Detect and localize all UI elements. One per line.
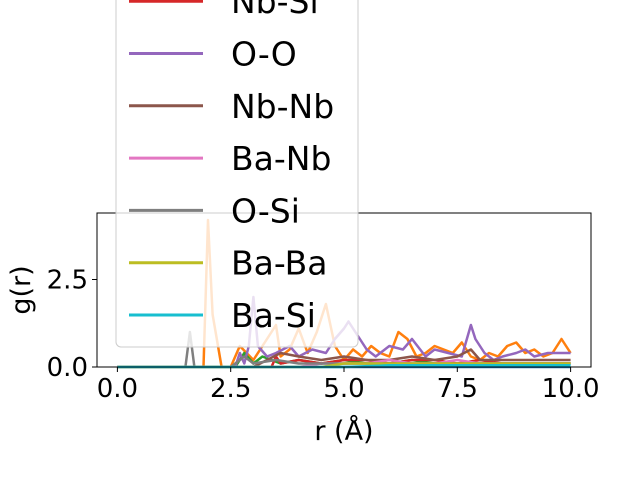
series-line-ba-ba	[117, 362, 571, 369]
legend: Nb-Si O-O Nb-Nb Ba-Nb O-Si Ba-Ba Ba-Si	[115, 0, 359, 348]
legend-label-nb-nb: Nb-Nb	[231, 87, 334, 126]
ticks-layer: 0.0 2.5 5.0 7.5 10.0 0.0 2.5	[47, 266, 600, 405]
y-tick-label: 0.0	[47, 353, 88, 383]
legend-label-ba-si: Ba-Si	[231, 296, 316, 335]
legend-label-ba-nb: Ba-Nb	[231, 139, 331, 178]
legend-label-nb-si: Nb-Si	[231, 0, 319, 21]
y-axis-label: g(r)	[6, 265, 37, 314]
series-line-nb-nb	[117, 348, 571, 369]
x-tick-label: 5.0	[323, 374, 364, 404]
series-layer	[117, 218, 572, 369]
legend-label-ba-ba: Ba-Ba	[231, 244, 327, 283]
x-tick-label: 2.5	[210, 374, 251, 404]
legend-label-o-o: O-O	[231, 35, 297, 74]
y-tick-label: 2.5	[47, 266, 88, 296]
legend-label-o-si: O-Si	[231, 191, 300, 230]
x-tick-label: 10.0	[542, 374, 600, 404]
legend-entries: Nb-Si O-O Nb-Nb Ba-Nb O-Si Ba-Ba Ba-Si	[129, 0, 334, 335]
x-tick-label: 7.5	[437, 374, 478, 404]
x-tick-label: 0.0	[97, 374, 138, 404]
x-axis-label: r (Å)	[314, 415, 373, 447]
legend-box	[115, 0, 359, 348]
